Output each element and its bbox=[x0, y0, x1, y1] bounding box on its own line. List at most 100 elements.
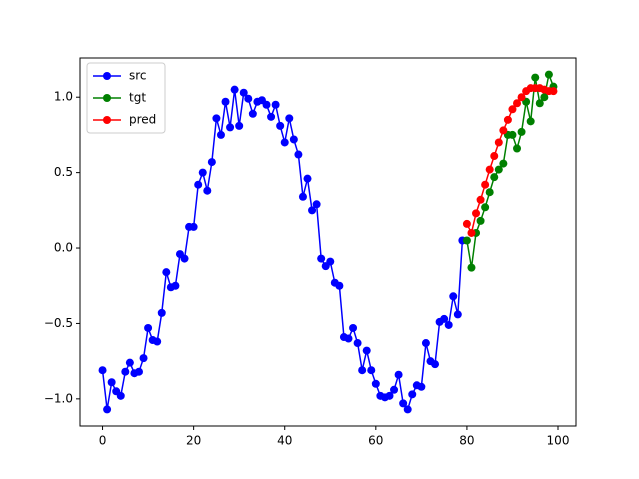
point bbox=[467, 263, 476, 272]
y-tick-label: −1.0 bbox=[44, 391, 73, 405]
point bbox=[385, 391, 394, 400]
point bbox=[221, 97, 230, 106]
point bbox=[121, 367, 130, 376]
point bbox=[226, 123, 235, 132]
point bbox=[139, 354, 148, 363]
x-tick-label: 80 bbox=[459, 434, 474, 448]
point bbox=[535, 99, 544, 108]
point bbox=[285, 114, 294, 123]
legend-marker bbox=[103, 94, 111, 102]
point bbox=[235, 121, 244, 130]
point bbox=[189, 222, 198, 231]
point bbox=[544, 70, 553, 79]
point bbox=[171, 281, 180, 290]
point bbox=[513, 144, 522, 153]
point bbox=[230, 85, 239, 94]
point bbox=[353, 339, 362, 348]
point bbox=[239, 88, 248, 97]
point bbox=[403, 405, 412, 414]
point bbox=[453, 310, 462, 319]
point bbox=[125, 358, 134, 367]
point bbox=[408, 390, 417, 399]
point bbox=[98, 366, 107, 375]
point bbox=[335, 281, 344, 290]
point bbox=[394, 370, 403, 379]
point bbox=[431, 360, 440, 369]
point bbox=[421, 339, 430, 348]
point bbox=[180, 254, 189, 263]
point bbox=[358, 366, 367, 375]
point bbox=[134, 367, 143, 376]
point bbox=[103, 405, 112, 414]
legend-marker bbox=[103, 116, 111, 124]
legend-label: src bbox=[129, 69, 147, 83]
point bbox=[326, 257, 335, 266]
point bbox=[248, 109, 257, 118]
point bbox=[157, 308, 166, 317]
point bbox=[280, 138, 289, 147]
point bbox=[476, 195, 485, 204]
point bbox=[549, 87, 558, 96]
point bbox=[308, 206, 317, 215]
point bbox=[362, 346, 371, 355]
point bbox=[449, 292, 458, 301]
point bbox=[162, 268, 171, 277]
point bbox=[499, 159, 508, 168]
x-tick-label: 60 bbox=[368, 434, 383, 448]
point bbox=[144, 323, 153, 332]
point bbox=[476, 216, 485, 225]
point bbox=[490, 152, 499, 161]
point bbox=[267, 112, 276, 121]
point bbox=[399, 399, 408, 408]
point bbox=[212, 114, 221, 123]
point bbox=[194, 180, 203, 189]
point bbox=[494, 138, 503, 147]
y-tick-label: 1.0 bbox=[54, 90, 73, 104]
y-tick-label: −0.5 bbox=[44, 316, 73, 330]
point bbox=[485, 188, 494, 197]
series-line bbox=[101, 89, 464, 412]
point bbox=[312, 200, 321, 209]
point bbox=[490, 173, 499, 182]
x-tick-label: 20 bbox=[186, 434, 201, 448]
point bbox=[503, 115, 512, 124]
point bbox=[467, 228, 476, 237]
point bbox=[317, 254, 326, 263]
point bbox=[462, 219, 471, 228]
point bbox=[517, 127, 526, 136]
plot-frame bbox=[79, 57, 577, 427]
point bbox=[494, 165, 503, 174]
point bbox=[216, 130, 225, 139]
x-tick-label: 100 bbox=[547, 434, 570, 448]
point bbox=[349, 323, 358, 332]
point bbox=[485, 165, 494, 174]
point bbox=[298, 192, 307, 201]
point bbox=[390, 385, 399, 394]
point bbox=[508, 130, 517, 139]
point bbox=[440, 314, 449, 323]
point bbox=[444, 320, 453, 329]
point bbox=[276, 121, 285, 130]
point bbox=[303, 174, 312, 183]
x-tick-label: 40 bbox=[277, 434, 292, 448]
point bbox=[294, 150, 303, 159]
point bbox=[289, 135, 298, 144]
point bbox=[371, 379, 380, 388]
point bbox=[481, 180, 490, 189]
point bbox=[540, 93, 549, 102]
point bbox=[262, 100, 271, 109]
point bbox=[513, 99, 522, 108]
point bbox=[344, 334, 353, 343]
x-tick-label: 0 bbox=[99, 434, 107, 448]
point bbox=[462, 236, 471, 245]
point bbox=[499, 126, 508, 135]
point bbox=[481, 203, 490, 212]
point bbox=[198, 168, 207, 177]
legend-box bbox=[86, 62, 166, 134]
point bbox=[153, 337, 162, 346]
point bbox=[417, 382, 426, 391]
y-tick-label: 0.0 bbox=[54, 241, 73, 255]
point bbox=[271, 100, 280, 109]
point bbox=[531, 73, 540, 82]
